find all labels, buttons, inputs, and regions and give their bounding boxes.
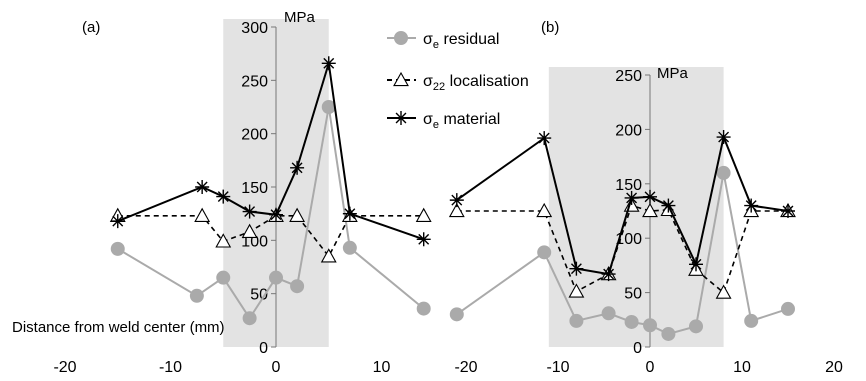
panel-b-x-tick-label: 0: [646, 359, 655, 376]
panel-b-series-1-point: [448, 202, 465, 218]
panel-a-label: (a): [82, 19, 100, 36]
panel-b-x-tick-label: -20: [454, 359, 477, 376]
panel-a-x-axis-label: Distance from weld center (mm): [12, 319, 225, 336]
panel-b-series-1-point: [568, 283, 585, 298]
panel-a-series-0-point: [189, 288, 204, 303]
panel-a-y-tick-label: 300: [241, 20, 268, 37]
panel-a-series-0-point: [290, 279, 305, 294]
panel-b-series: [448, 130, 796, 341]
panel-a-x-tick-label: 10: [373, 359, 391, 376]
panel-a-series-1-point: [194, 207, 211, 222]
legend-marker: [393, 71, 409, 87]
panel-a-y-tick-label: 150: [241, 180, 268, 197]
panel-b-x-tick-label: 10: [733, 359, 751, 376]
panel-a-series-2-point: [242, 204, 257, 219]
panel-b-series-2-point: [537, 131, 552, 146]
panel-b-series-line-1: [456, 204, 788, 294]
legend-marker: [394, 31, 408, 45]
panel-a-series-2-point: [110, 214, 125, 229]
panel-b-series-0-point: [781, 301, 795, 316]
legend-label: σe material: [423, 111, 500, 131]
panel-a-series-2-point: [416, 232, 431, 247]
legend-item: σe material: [387, 111, 500, 131]
panel-a-series-1-point: [215, 233, 232, 248]
panel-a-series-1-point: [289, 207, 306, 222]
panel-a-series-0-point: [416, 301, 431, 316]
panel-a-series-2-point: [290, 160, 305, 175]
panel-b-series-2-point: [601, 267, 616, 282]
panel-b-series-0-point: [601, 306, 616, 321]
panel-a-series-2-point: [195, 180, 210, 194]
panel-b-series-0-point: [689, 319, 703, 334]
legend-item: σe residual: [387, 31, 499, 51]
panel-a-x-tick-label: -10: [159, 359, 182, 376]
panel-b-series-1-point: [715, 284, 732, 299]
panel-a-y-tick-label: 50: [250, 287, 268, 304]
panel-b-label: (b): [541, 19, 559, 36]
panel-a-series: [109, 56, 432, 326]
panel-a-series-0-point: [269, 270, 283, 285]
panel-b-series-0-point: [661, 326, 676, 341]
panel-a-x-tick-label: 0: [272, 359, 281, 376]
panel-b-y-tick-label: 100: [615, 231, 642, 248]
panel-b-series-0-point: [716, 165, 731, 180]
legend-label: σ22 localisation: [423, 73, 529, 93]
panel-b-series-2-point: [781, 204, 795, 218]
panel-a-series-2-point: [269, 207, 283, 222]
panel-b-series-2-point: [744, 198, 759, 213]
panel-b-x-tick-label: 20: [825, 359, 843, 376]
panel-b-series-1-point: [642, 202, 658, 218]
panel-a-y-tick-label: 200: [241, 127, 268, 144]
panel-a-y-tick-label: 0: [259, 340, 268, 357]
panel-b-series-0-point: [624, 314, 639, 329]
panel-a-series-line-1: [117, 215, 424, 258]
panel-b-y-unit: MPa: [657, 65, 689, 82]
panel-a-series-2-point: [342, 206, 357, 221]
panel-b-x-tick-label: -10: [546, 359, 569, 376]
panel-b-series-2-point: [643, 189, 657, 204]
panel-a-series-0-point: [216, 270, 231, 285]
panel-b-series-0-point: [744, 313, 759, 328]
panel-b-series-2-point: [569, 261, 584, 276]
panel-a-x-tick-label: -20: [53, 359, 76, 376]
panel-b-series-2-point: [716, 130, 731, 145]
panel-b-axes: 0 50 100 150 200 250 -20 -10 0 10 20: [454, 68, 843, 376]
panel-b-y-tick-label: 250: [615, 68, 642, 85]
panel-a-series-2-point: [216, 189, 231, 204]
legend-marker: [394, 111, 408, 125]
panel-b-series-2-point: [689, 257, 703, 272]
legend-label: σe residual: [423, 31, 499, 51]
panel-a-series-1-point: [320, 248, 337, 263]
panel-a-series-1-point: [241, 223, 258, 238]
legend-item: σ22 localisation: [387, 71, 529, 93]
legend: σe residual σ22 localisation σe material: [387, 31, 529, 131]
panel-b-series-0-point: [643, 318, 657, 333]
panel-a-y-tick-label: 250: [241, 73, 268, 90]
panel-b-series-1-point: [536, 202, 553, 218]
panel-a-series-1-point: [415, 207, 432, 222]
panel-b-series-2-point: [661, 198, 676, 213]
panel-b: 0 50 100 150 200 250 -20 -10 0 10 20 (b) MPa: [448, 19, 843, 376]
panel-a-series-0-point: [110, 241, 125, 256]
panel-b-y-tick-label: 200: [615, 122, 642, 139]
panel-b-series-0-point: [569, 313, 584, 328]
panel-b-y-tick-label: 0: [633, 340, 642, 357]
panel-a-series-2-point: [321, 56, 336, 71]
panel-a-y-unit: MPa: [284, 9, 316, 26]
panel-b-y-tick-label: 50: [624, 286, 642, 303]
panel-a-series-0-point: [342, 240, 357, 255]
panel-a-series-0-point: [242, 311, 257, 326]
panel-b-series-0-point: [537, 245, 552, 260]
panel-b-series-0-point: [449, 307, 464, 322]
panel-b-series-2-point: [449, 193, 464, 208]
panel-b-y-tick-label: 150: [615, 177, 642, 194]
panel-b-series-2-point: [624, 190, 639, 205]
